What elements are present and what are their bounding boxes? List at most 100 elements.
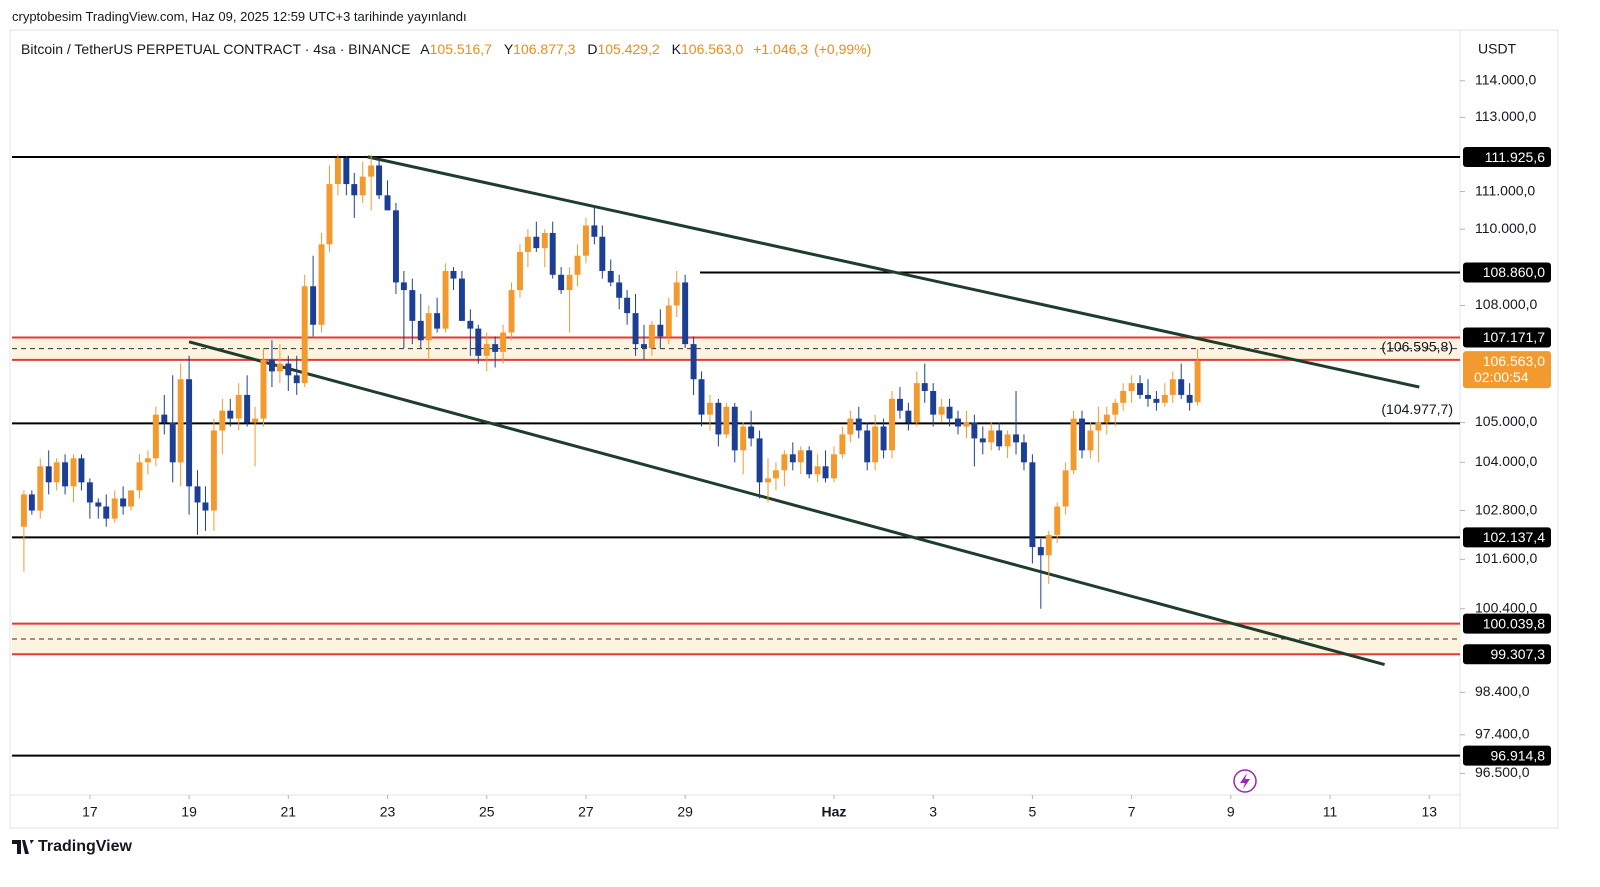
candle-body bbox=[1020, 442, 1027, 463]
candle-body bbox=[1054, 506, 1061, 535]
y-tick-label: 102.800,0 bbox=[1475, 501, 1537, 517]
candle-body bbox=[152, 414, 159, 459]
candle-body bbox=[599, 236, 606, 271]
candle-body bbox=[1178, 379, 1185, 395]
price-tag-label: 108.860,0 bbox=[1483, 264, 1545, 280]
candle-body bbox=[128, 490, 135, 507]
candle-body bbox=[202, 502, 209, 511]
candle-body bbox=[78, 458, 85, 483]
published-note: cryptobesim TradingView.com, Haz 09, 202… bbox=[12, 9, 467, 24]
x-tick-label: 21 bbox=[281, 804, 297, 820]
y-tick-label: 110.000,0 bbox=[1475, 220, 1536, 236]
candle-body bbox=[963, 422, 970, 427]
x-tick-label: 23 bbox=[380, 804, 396, 820]
price-tag-label: 96.914,8 bbox=[1491, 747, 1546, 763]
y-tick-label: 101.600,0 bbox=[1475, 550, 1537, 566]
candle-body bbox=[665, 305, 672, 337]
candle-body bbox=[326, 184, 333, 245]
x-tick-label: 19 bbox=[181, 804, 197, 820]
candle-body bbox=[616, 282, 623, 298]
symbol-bar: Bitcoin / TetherUS PERPETUAL CONTRACT · … bbox=[21, 41, 877, 57]
candle-body bbox=[450, 270, 457, 279]
candle-body bbox=[698, 379, 705, 415]
candle-body bbox=[219, 410, 226, 431]
candle-body bbox=[120, 498, 127, 507]
candle-body bbox=[806, 450, 813, 475]
y-tick-label: 113.000,0 bbox=[1475, 108, 1536, 124]
alert-icon[interactable] bbox=[1233, 769, 1257, 793]
candle-body bbox=[657, 324, 664, 337]
candle-body bbox=[889, 398, 895, 451]
last-price-label: 106.563,0 bbox=[1483, 353, 1545, 369]
candle-body bbox=[62, 462, 69, 487]
candle-body bbox=[194, 486, 201, 503]
ohlc-key: A bbox=[420, 41, 430, 57]
candle-body bbox=[301, 286, 308, 384]
candle-body bbox=[549, 232, 556, 275]
candle-body bbox=[789, 454, 796, 463]
ohlc-key: Y bbox=[503, 41, 514, 57]
candle-body bbox=[648, 324, 655, 349]
candle-body bbox=[822, 466, 829, 479]
candle-body bbox=[864, 430, 871, 463]
footer-logo[interactable]: TradingView bbox=[12, 838, 132, 856]
candle-body bbox=[161, 414, 168, 423]
candle-body bbox=[516, 251, 523, 291]
candle-body bbox=[765, 478, 771, 483]
candle-body bbox=[425, 313, 432, 341]
chart-frame bbox=[9, 29, 1559, 829]
price-tag-label: 100.039,8 bbox=[1483, 615, 1545, 631]
candle-body bbox=[533, 236, 540, 249]
logo-mark bbox=[12, 840, 34, 854]
candle-body bbox=[392, 210, 399, 283]
candle-body bbox=[1013, 434, 1020, 443]
candle-body bbox=[285, 363, 292, 376]
candle-body bbox=[748, 426, 755, 439]
zone-label: (106.595,8) bbox=[1381, 338, 1453, 354]
logo-text: TradingView bbox=[38, 838, 132, 855]
candle-body bbox=[847, 418, 854, 435]
candle-body bbox=[235, 394, 242, 419]
candle-body bbox=[252, 418, 259, 423]
candle-body bbox=[351, 184, 358, 196]
candle-body bbox=[979, 438, 986, 443]
marker-label: (104.977,7) bbox=[1381, 401, 1453, 417]
candle-body bbox=[268, 359, 275, 372]
candle-body bbox=[37, 466, 44, 511]
candle-body bbox=[310, 286, 317, 325]
candle-body bbox=[417, 320, 424, 341]
x-tick-label: 25 bbox=[479, 804, 495, 820]
currency-label: USDT bbox=[1478, 41, 1517, 57]
candle-body bbox=[574, 255, 581, 275]
candle-body bbox=[144, 458, 151, 463]
y-tick-label: 104.000,0 bbox=[1475, 453, 1537, 469]
candle-body bbox=[880, 426, 887, 451]
symbol: Bitcoin / TetherUS PERPETUAL CONTRACT · … bbox=[21, 41, 411, 57]
candle-body bbox=[1029, 462, 1036, 548]
candle-body bbox=[227, 410, 234, 419]
y-tick-label: 98.400,0 bbox=[1475, 683, 1530, 699]
y-tick-label: 114.000,0 bbox=[1475, 71, 1536, 87]
candle-body bbox=[715, 402, 722, 435]
ohlc-key: D bbox=[587, 41, 598, 57]
candle-body bbox=[690, 344, 697, 380]
candle-body bbox=[673, 282, 680, 306]
candle-body bbox=[467, 320, 474, 329]
candle-body bbox=[988, 430, 995, 443]
candle-body bbox=[400, 282, 407, 291]
candle-body bbox=[1153, 398, 1160, 403]
candle-body bbox=[45, 466, 52, 483]
x-tick-label: 5 bbox=[1028, 804, 1036, 820]
candle-body bbox=[781, 454, 788, 471]
candle-body bbox=[1161, 394, 1168, 403]
candle-body bbox=[582, 225, 589, 256]
candle-body bbox=[210, 430, 217, 511]
x-tick-label: 3 bbox=[929, 804, 937, 820]
candle-body bbox=[1004, 434, 1011, 447]
candle-body bbox=[1095, 422, 1102, 431]
price-tag-label: 102.137,4 bbox=[1483, 529, 1545, 545]
candle-body bbox=[524, 236, 531, 252]
candle-body bbox=[177, 379, 184, 463]
candle-body bbox=[508, 290, 515, 333]
